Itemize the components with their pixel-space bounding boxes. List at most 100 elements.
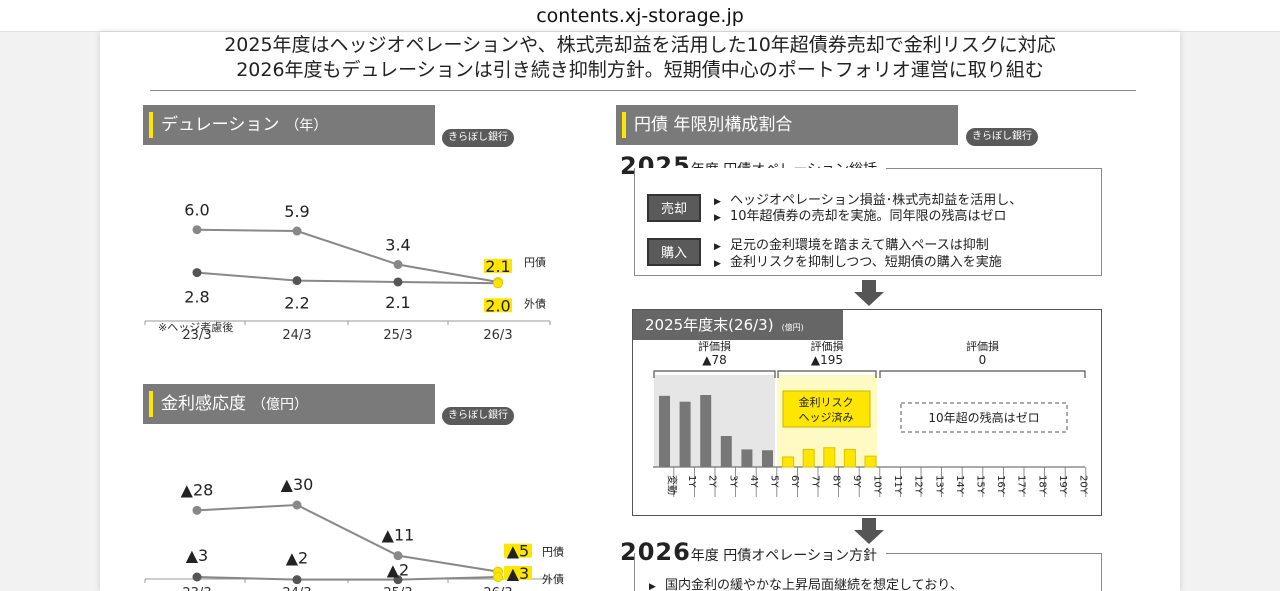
bar-4Y: [741, 449, 753, 467]
bar-category-label: 16Y: [995, 475, 1006, 495]
bar-category-label: 11Y: [892, 475, 903, 495]
data-label: ▲30: [281, 475, 314, 494]
fy2025-end-box: 2025年度末(26/3) (億円) 評価損 ▲78 評価損 ▲195 評価損 0 金利リスク…: [632, 309, 1102, 516]
composition-badge: きらぼし銀行: [966, 128, 1038, 146]
zero-box: [900, 402, 1068, 433]
data-point: [493, 278, 503, 289]
headline: 2025年度はヘッジオペレーションや、株式売却益を活用した10年超債券売却で金利…: [100, 32, 1180, 83]
data-label: ▲28: [181, 480, 214, 499]
bar-category-label: 20Y: [1078, 475, 1089, 495]
bar-category-label: 変動: [666, 475, 679, 495]
sell-line-1: ヘッジオペレーション損益･株式売却益を活用し、: [714, 192, 1022, 211]
data-point: [393, 260, 403, 270]
data-point: [292, 226, 302, 236]
data-label: 2.2: [284, 294, 309, 313]
bar-category-label: 4Y: [748, 475, 759, 488]
group-bg-short: [654, 375, 775, 467]
bar-5Y: [762, 450, 773, 467]
bar-category-label: 15Y: [975, 475, 986, 495]
buy-tag: 購入: [647, 238, 701, 266]
bar-category-label: 10Y: [872, 475, 883, 495]
data-label: ▲2: [286, 549, 308, 568]
bar-10Y: [864, 455, 877, 468]
group-bracket-1: [777, 370, 877, 378]
fy2025-box-top-border: [886, 168, 1102, 169]
group-value: ▲195: [811, 353, 843, 367]
fy2025-end-unit: (億円): [781, 323, 804, 332]
bar-変動: [659, 395, 670, 467]
headline-line-1: 2025年度はヘッジオペレーションや、株式売却益を活用した10年超債券売却で金利…: [224, 34, 1056, 56]
sensitivity-title: 金利感応度: [161, 394, 246, 414]
data-label: ▲11: [382, 526, 415, 545]
group-label: 評価損: [966, 339, 999, 353]
data-point: [292, 575, 302, 585]
series-line-1: [196, 576, 499, 581]
highlight-marker: [504, 543, 532, 558]
data-label: ▲3: [507, 564, 529, 583]
duration-badge: きらぼし銀行: [442, 129, 514, 147]
bar-category-label: 8Y: [830, 475, 841, 488]
data-point: [192, 268, 202, 278]
headline-divider: [150, 90, 1136, 91]
sensitivity-unit: （億円）: [252, 397, 308, 413]
bar-category-label: 7Y: [810, 475, 821, 488]
x-tick-label: 23/3: [182, 328, 211, 343]
sensitivity-badge: きらぼし銀行: [442, 407, 514, 425]
x-tick-label: 24/3: [282, 328, 311, 343]
down-arrow-icon: [854, 280, 884, 306]
bar-6Y: [782, 456, 795, 468]
fy2025-end-title-text: 2025年度末(26/3): [645, 316, 774, 334]
data-point: [393, 277, 403, 287]
legend-label: 円債: [524, 255, 546, 269]
duration-title: デュレーション: [161, 115, 280, 135]
group-value: 0: [979, 353, 987, 367]
group-label: 評価損: [698, 339, 731, 353]
duration-note: ※ヘッジ考慮後: [158, 321, 234, 334]
data-point: [493, 572, 503, 582]
x-tick-label: 26/3: [483, 328, 512, 343]
zero-label: 10年超の残高はゼロ: [928, 410, 1039, 425]
x-tick-label: 24/3: [282, 586, 311, 591]
bar-category-label: 12Y: [913, 475, 924, 495]
duration-section-title: デュレーション （年）: [143, 105, 435, 145]
browser-url-bar[interactable]: contents.xj-storage.jp: [0, 0, 1280, 32]
series-line-1: [196, 271, 499, 285]
x-tick-label: 25/3: [383, 586, 412, 591]
data-label: 3.4: [385, 236, 410, 255]
data-point: [192, 505, 202, 515]
data-label: 2.1: [485, 257, 510, 276]
x-tick-label: 25/3: [383, 328, 412, 343]
composition-section-title: 円債 年限別構成割合: [616, 105, 958, 145]
highlight-marker: [484, 298, 512, 313]
fy2026-box-top-border: [886, 553, 1102, 554]
fy2025-end-title: 2025年度末(26/3) (億円): [633, 310, 843, 340]
data-point: [393, 575, 403, 585]
data-point: [192, 572, 202, 582]
legend-label: 円債: [542, 545, 564, 559]
bar-category-label: 19Y: [1057, 475, 1068, 495]
legend-label: 外債: [524, 296, 546, 310]
bar-category-label: 17Y: [1016, 475, 1027, 495]
bar-category-label: 5Y: [769, 475, 780, 488]
sensitivity-section-title: 金利感応度 （億円）: [143, 384, 435, 424]
headline-line-2: 2026年度もデュレーションは引き続き抑制方針。短期債中心のポートフォリオ運営に…: [236, 59, 1044, 81]
hedge-box: [782, 390, 871, 428]
group-bracket-2: [879, 370, 1086, 378]
data-point: [292, 276, 302, 286]
series-line-0: [196, 228, 499, 283]
url-text: contents.xj-storage.jp: [536, 5, 744, 27]
sell-line-2-text: 10年超債券の売却を実施。同年限の残高はゼロ: [730, 209, 1007, 224]
group-bracket-0: [653, 370, 776, 378]
fy2026-year: 2026: [620, 538, 691, 566]
sell-tag: 売却: [647, 194, 701, 222]
series-line-0: [196, 503, 499, 573]
bar-category-label: 1Y: [686, 475, 697, 488]
bar-category-label: 13Y: [933, 475, 944, 495]
sensitivity-chart: 23/3 24/3 25/3 26/3 ▲28 ▲30 ▲11 ▲5 円債 ▲3 ▲2 ▲2 ▲3 外債: [144, 475, 564, 591]
data-label: 2.1: [385, 293, 410, 312]
down-arrow-icon-2: [854, 518, 884, 544]
buy-line-1: 足元の金利環境を踏まえて購入ペースは抑制: [714, 237, 989, 256]
fy2026-policy-box: [634, 553, 1102, 591]
bar-category-label: 2Y: [707, 475, 718, 488]
